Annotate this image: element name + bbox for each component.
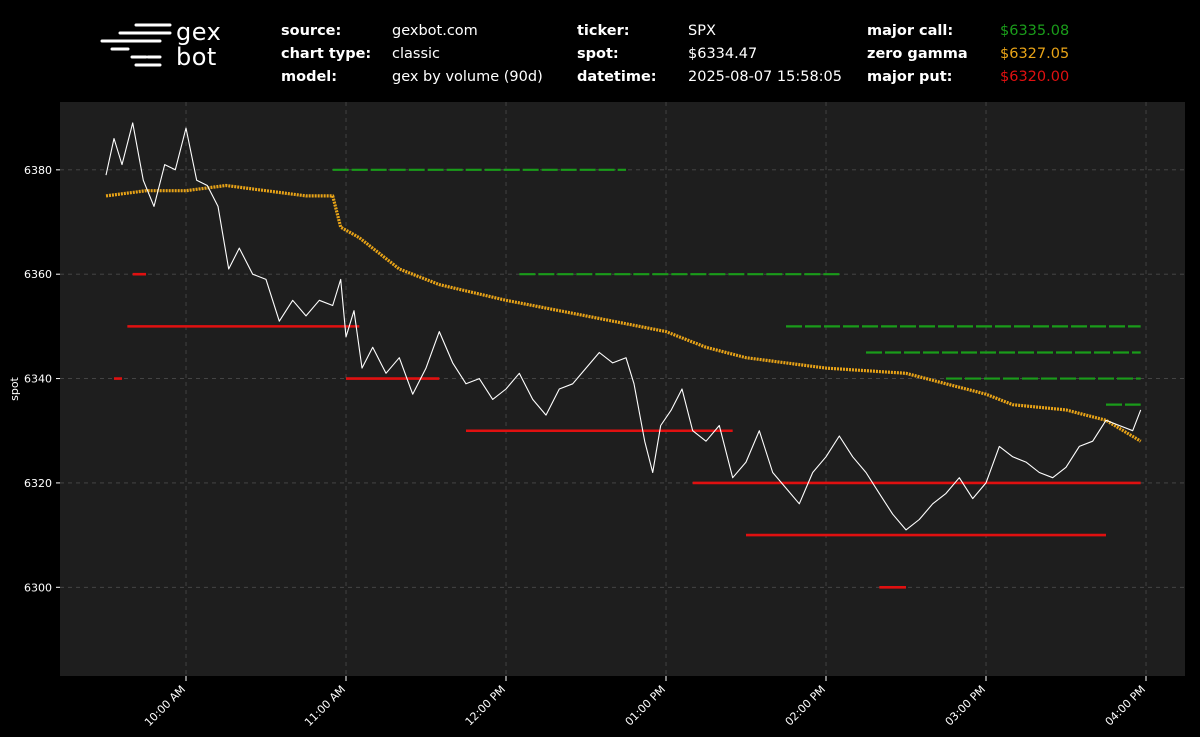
x-tick-label: 12:00 PM [463,683,508,728]
spot-price-line [105,122,1142,531]
zero-gamma-value: $6327.05 [1000,46,1070,62]
major-put-value: $6320.00 [1000,69,1070,85]
logo-text-gex: gex [176,18,222,46]
major-call-label: major call: [867,23,954,39]
spot-label: spot: [577,46,619,62]
y-tick-label: 6320 [24,477,52,490]
logo-lines-icon [100,23,172,67]
x-tick-label: 03:00 PM [943,683,988,728]
y-tick-label: 6340 [24,373,52,386]
major-call-value: $6335.08 [1000,23,1070,39]
ticker-value: SPX [688,23,716,39]
y-tick-label: 6380 [24,164,52,177]
source-label: source: [281,23,342,39]
zero-gamma-label: zero gamma [867,46,968,62]
spot-value: $6334.47 [688,46,758,62]
source-value: gexbot.com [392,23,478,39]
chart-type-label: chart type: [281,46,372,62]
model-label: model: [281,69,338,85]
chart-type-value: classic [392,46,440,62]
x-tick-label: 10:00 AM [142,683,188,729]
x-tick-label: 04:00 PM [1103,683,1148,728]
y-tick-label: 6360 [24,268,52,281]
x-tick-label: 02:00 PM [783,683,828,728]
zero-gamma-line [105,183,1142,443]
gexbot-logo: gex bot [98,18,222,72]
logo-text-bot: bot [176,43,217,71]
y-tick-label: 6300 [24,581,52,594]
y-axis-label: spot [8,376,21,400]
ticker-label: ticker: [577,23,630,39]
plot-area [60,102,1185,676]
datetime-label: datetime: [577,69,657,85]
major-put-label: major put: [867,69,953,85]
datetime-value: 2025-08-07 15:58:05 [688,69,842,85]
x-tick-label: 11:00 AM [302,683,348,729]
model-value: gex by volume (90d) [392,69,543,85]
x-tick-label: 01:00 PM [623,683,668,728]
